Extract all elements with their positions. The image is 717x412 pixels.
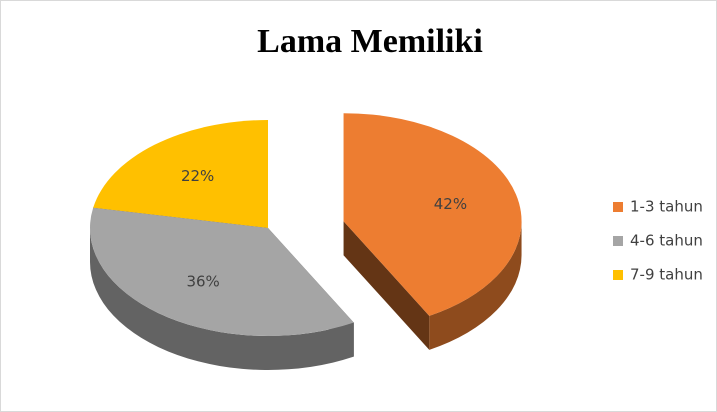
slice-tops [89, 113, 522, 336]
data-label: 36% [186, 273, 219, 291]
legend-swatch [613, 236, 623, 246]
legend-swatch [613, 270, 623, 280]
slice [93, 120, 269, 228]
slice [89, 207, 354, 336]
slice-side [429, 221, 522, 350]
chart-title: Lama Memiliki [257, 23, 483, 60]
slice-wall [343, 221, 430, 350]
slice [343, 113, 522, 316]
legend-label: 1-3 tahun [630, 198, 703, 216]
legend-label: 4-6 tahun [630, 232, 703, 250]
data-label: 42% [434, 195, 467, 213]
data-label: 22% [181, 167, 214, 185]
slice-side [90, 228, 354, 370]
legend-label: 7-9 tahun [630, 266, 703, 284]
legend-swatch [613, 202, 623, 212]
